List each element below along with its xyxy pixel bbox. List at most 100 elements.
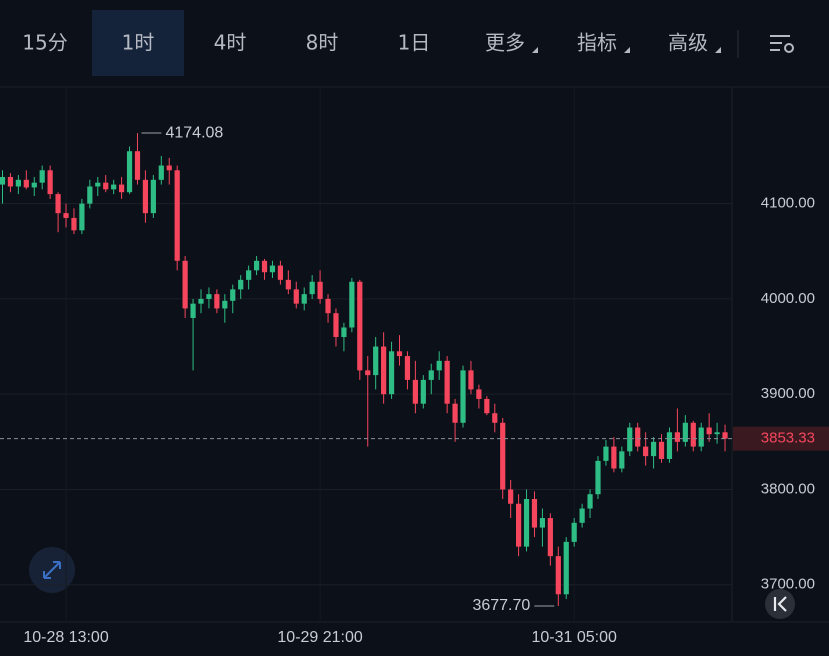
candle-body [452, 403, 458, 423]
candle-body [253, 260, 260, 271]
x-tick-label: 10-29 21:00 [277, 629, 363, 646]
candle-body [563, 541, 569, 595]
candle-body [230, 289, 236, 301]
candle-body [627, 427, 633, 452]
last-price-label: 3853.33 [761, 430, 815, 447]
candle-body [555, 556, 561, 595]
candle-body [246, 270, 252, 280]
candle-body [7, 176, 14, 187]
candle-body [658, 441, 665, 459]
candle-body [373, 346, 379, 376]
candle-body [206, 294, 212, 299]
tab[interactable]: 指标 [577, 31, 617, 55]
active-tab-bg [92, 10, 184, 76]
candle-body [571, 522, 577, 542]
candle-body [484, 398, 490, 414]
candle-body [134, 151, 141, 180]
candle-body [706, 427, 712, 435]
candle-body [349, 281, 355, 328]
y-tick-label: 3700.00 [761, 576, 815, 593]
dropdown-arrow [715, 47, 721, 53]
tab[interactable]: 1时 [122, 31, 155, 55]
annotation-label: 4174.08 [165, 124, 223, 141]
candle-body [381, 346, 387, 395]
candle-body [500, 422, 506, 490]
candle-body [158, 165, 164, 180]
candle-body [325, 298, 331, 314]
last-price-box [733, 426, 829, 451]
candle-body [357, 281, 363, 371]
candle-body [39, 170, 45, 183]
candle-body [166, 165, 172, 171]
candle-body [539, 518, 546, 528]
candle-body [174, 170, 180, 261]
candle-body [111, 184, 117, 190]
tab[interactable]: 15分 [22, 31, 67, 55]
candle-body [150, 179, 156, 214]
dropdown-arrow [624, 47, 630, 53]
candle-body [436, 360, 442, 371]
candle-body [460, 370, 466, 423]
candle-body [619, 451, 625, 469]
candle-body [309, 281, 315, 295]
tab[interactable]: 8时 [306, 31, 339, 55]
candle-body [468, 370, 474, 390]
y-tick-label: 3800.00 [761, 480, 815, 497]
candle-body [119, 184, 125, 193]
candle-body [190, 303, 196, 318]
candle-body [182, 260, 188, 309]
candle-body [492, 413, 498, 423]
candle-body [0, 176, 6, 185]
candle-body [214, 294, 220, 309]
candle-body [595, 460, 601, 495]
candle-body [428, 370, 434, 380]
candle-body [722, 432, 728, 439]
dropdown-arrow [532, 47, 538, 53]
candle-body [285, 279, 291, 290]
candle-body [126, 151, 133, 193]
tab[interactable]: 高级 [668, 31, 708, 55]
y-tick-label: 4100.00 [761, 195, 815, 212]
tab[interactable]: 4时 [214, 31, 247, 55]
candle-body [603, 446, 609, 461]
candle-body [666, 432, 673, 459]
candle-body [508, 489, 514, 504]
candle-body [47, 170, 53, 195]
candle-body [444, 360, 450, 404]
x-tick-label: 10-28 13:00 [23, 629, 109, 646]
back-to-latest-button[interactable] [765, 589, 795, 619]
candle-body [317, 281, 323, 299]
candle-body [103, 182, 109, 190]
x-tick-label: 10-31 05:00 [531, 629, 617, 646]
candle-body [690, 422, 696, 447]
candle-body [301, 294, 307, 304]
candle-body [547, 518, 553, 557]
candle-body [420, 379, 426, 404]
candle-body [238, 279, 244, 290]
settings-icon[interactable] [770, 35, 794, 53]
candle-body [365, 370, 371, 376]
candle-body [650, 441, 657, 457]
candle-body [476, 389, 482, 399]
candle-body [531, 498, 538, 528]
candle-body [63, 213, 69, 218]
expand-button[interactable] [29, 547, 75, 593]
candle-body [142, 179, 149, 214]
candle-body [333, 313, 339, 338]
candle-body [341, 327, 347, 338]
candle-body [698, 427, 704, 447]
candle-body [587, 494, 593, 509]
tab[interactable]: 更多 [485, 31, 525, 55]
candle-body [15, 179, 21, 187]
candle-body [579, 508, 585, 523]
annotation-label: 3677.70 [472, 597, 530, 614]
candle-body [412, 379, 418, 404]
candle-body [404, 356, 411, 380]
candle-body [87, 186, 93, 204]
candle-body [516, 503, 522, 547]
tab[interactable]: 1日 [398, 31, 431, 55]
candle-body [222, 300, 228, 309]
candle-body [388, 351, 395, 395]
